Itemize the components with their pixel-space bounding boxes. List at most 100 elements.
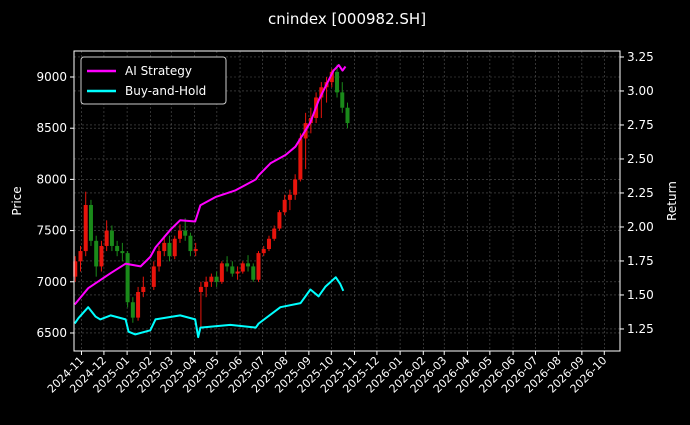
- candle: [141, 276, 146, 298]
- candle-body: [329, 71, 334, 83]
- y-tick-label: 7000: [36, 275, 67, 289]
- y-right-tick-label: 2.25: [627, 186, 654, 200]
- y-tick-label: 9000: [36, 70, 67, 84]
- candle-body: [183, 230, 188, 236]
- candle: [298, 133, 303, 182]
- candle: [136, 286, 141, 321]
- candle-body: [130, 302, 135, 318]
- candle: [193, 242, 198, 257]
- y-axis-label: Price: [10, 186, 24, 215]
- candle: [198, 281, 203, 328]
- candle-body: [78, 251, 83, 262]
- candle-body: [157, 251, 162, 267]
- candle-body: [115, 245, 120, 252]
- candle: [287, 189, 292, 211]
- candle-body: [287, 194, 292, 200]
- candle: [256, 251, 261, 282]
- candle: [88, 199, 93, 246]
- candle: [120, 242, 125, 262]
- candle-body: [172, 238, 177, 257]
- y-right-tick-label: 2.50: [627, 152, 654, 166]
- candle: [183, 218, 188, 241]
- candle: [319, 82, 324, 118]
- candle-body: [120, 251, 125, 254]
- y-right-tick-label: 1.75: [627, 254, 654, 268]
- candle-body: [335, 71, 340, 93]
- series-line-buy-and-hold: [73, 276, 345, 339]
- candle: [78, 245, 83, 272]
- candle-body: [235, 271, 240, 274]
- candle: [235, 266, 240, 280]
- legend-label-ai-strategy: AI Strategy: [125, 64, 192, 78]
- candle-body: [94, 240, 99, 267]
- candle: [272, 225, 277, 241]
- candle-body: [177, 230, 182, 239]
- candle: [335, 64, 340, 98]
- y-tick-label: 6500: [36, 326, 67, 340]
- candle: [99, 240, 104, 272]
- candle: [109, 225, 114, 252]
- legend: AI Strategy Buy-and-Hold: [80, 56, 227, 105]
- candle-body: [282, 199, 287, 213]
- candle-body: [193, 249, 198, 252]
- y-right-tick-label: 2.00: [627, 220, 654, 234]
- candle: [73, 256, 78, 282]
- candle-body: [293, 179, 298, 195]
- candle-body: [151, 266, 156, 287]
- candle: [251, 263, 256, 282]
- y-axis-right: 1.25 1.50 1.75 2.00 2.25 2.50 2.75 3.00 3.25: [620, 50, 654, 336]
- candle-body: [209, 276, 214, 282]
- y-axis: 6500 7000 7500 8000 8500 9000: [36, 70, 74, 340]
- candle: [172, 235, 177, 260]
- candle: [209, 273, 214, 287]
- candle: [282, 194, 287, 216]
- candle-body: [272, 228, 277, 239]
- candle: [303, 112, 308, 170]
- candle-body: [246, 263, 251, 267]
- candle: [167, 235, 172, 262]
- candle-body: [188, 235, 193, 252]
- candle: [246, 255, 251, 272]
- y-tick-label: 8000: [36, 172, 67, 186]
- candle: [345, 102, 350, 129]
- candle: [204, 276, 209, 298]
- candle: [162, 235, 167, 257]
- candle-body: [162, 242, 167, 252]
- candle: [104, 220, 109, 252]
- candle-body: [340, 92, 345, 108]
- candle: [293, 174, 298, 200]
- candle-body: [136, 292, 141, 318]
- y-right-tick-label: 1.50: [627, 288, 654, 302]
- candle-body: [230, 266, 235, 274]
- x-axis: 2024-112024-122025-012025-022025-032025-…: [45, 351, 609, 396]
- candle-body: [345, 107, 350, 124]
- legend-label-buy-and-hold: Buy-and-Hold: [125, 84, 206, 98]
- candle-body: [198, 286, 203, 293]
- y-right-tick-label: 3.00: [627, 84, 654, 98]
- candle-body: [88, 204, 93, 241]
- candle: [240, 261, 245, 274]
- y-right-tick-label: 1.25: [627, 322, 654, 336]
- y-right-tick-label: 3.25: [627, 50, 654, 64]
- candle: [219, 261, 224, 284]
- candle: [261, 245, 266, 257]
- candle: [230, 261, 235, 277]
- y-tick-label: 7500: [36, 224, 67, 238]
- plot-frame: [73, 50, 621, 352]
- candle-body: [109, 230, 114, 246]
- candle-body: [225, 263, 230, 267]
- y-axis-right-label: Return: [665, 181, 679, 221]
- candle-body: [219, 263, 224, 282]
- candle-body: [256, 253, 261, 280]
- series-line-ai-strategy: [73, 64, 347, 306]
- candle: [177, 224, 182, 243]
- candle-body: [83, 204, 88, 252]
- candle: [188, 232, 193, 257]
- candle: [157, 245, 162, 272]
- y-tick-label: 8500: [36, 121, 67, 135]
- candle: [277, 210, 282, 231]
- candle-body: [261, 249, 266, 254]
- candle-body: [104, 230, 109, 246]
- candle-body: [73, 261, 78, 277]
- candle-body: [141, 286, 146, 293]
